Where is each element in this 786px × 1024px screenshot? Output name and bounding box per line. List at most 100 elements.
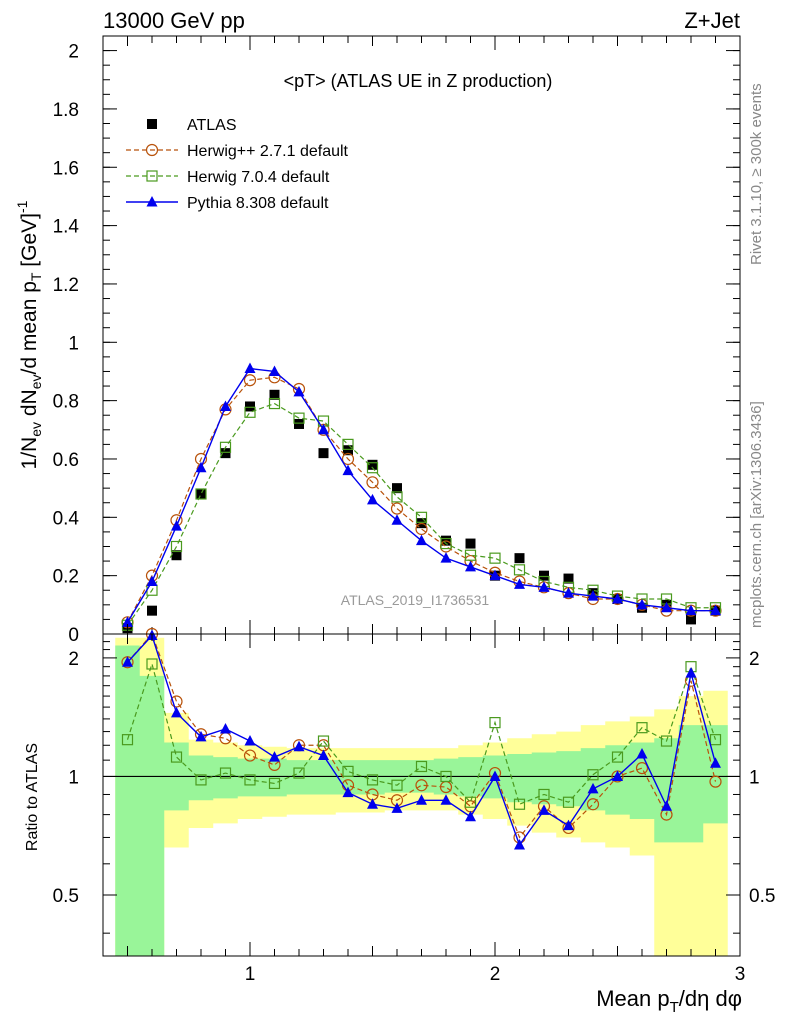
atlas-point [686,614,696,625]
atlas-point [294,418,304,429]
ratio-pythia-8-308-default-point [538,804,550,815]
pythia-8-308-default-point [416,534,427,546]
herwig-7-0-4-default-point [489,552,501,564]
herwig-7-0-4-default-point [342,438,354,450]
ratio-pythia-8-308-default-point [293,740,305,752]
atlas-point [392,483,402,494]
ratio-y-tick-label: 2 [68,649,79,670]
y-tick-label: 1.8 [53,100,79,121]
herwig-2-7-1-default-line [126,376,716,623]
pythia-8-308-default-point [710,604,721,616]
ratio-y-tick-label-right: 2 [749,649,760,670]
atlas-point [343,445,353,456]
ratio-herwig-7-0-4-default-point [611,751,624,763]
ratio-herwig-2-7-1-default-point [709,775,722,788]
ratio-herwig-7-0-4-default-point [219,767,232,779]
ratio-y-tick-label-right: 1 [749,767,760,788]
pythia-8-308-default-point [661,601,672,613]
ratio-pythia-8-308-default-point [244,735,256,746]
herwig-7-0-4-default-point [219,441,232,453]
y-tick-label: 2 [68,42,79,63]
pythia-8-308-default-point [367,493,378,505]
pythia-8-308-default-point [244,362,256,374]
herwig-2-7-1-default-point [415,522,428,536]
pythia-8-308-default-point [171,520,182,531]
pythia-8-308-default-point [465,560,476,572]
ratio-herwig-2-7-1-default-point [243,749,257,762]
ratio-herwig-7-0-4-default-point [538,788,550,801]
pythia-8-308-default-point [563,587,574,598]
legend-marker-herwig-7-0-4-default [146,170,158,182]
ratio-herwig-7-0-4-default-point [317,735,330,747]
ratio-pythia-8-308-default-point [514,838,525,850]
legend: ATLAS Herwig++ 2.7.1 default Herwig 7.0.4 … [126,117,349,212]
ratio-y-tick-label-right: 0.5 [749,886,775,907]
ratio-pythia-8-308-default-point [563,819,574,831]
pythia-8-308-default-point [489,569,501,581]
ratio-y-axis-label: Ratio to ATLAS [24,743,41,851]
ratio-herwig-7-0-4-default-point [636,722,648,734]
legend-label-herwig-2-7-1-default: Herwig++ 2.7.1 default [187,143,349,160]
ratio-band-stat-uncertainty [115,645,728,956]
legend-label-herwig-7-0-4-default: Herwig 7.0.4 default [187,169,330,186]
herwig-7-0-4-default-point [513,564,526,576]
pythia-8-308-default-point [391,514,403,525]
atlas-point [539,570,549,581]
x-tick-label: 3 [735,964,746,985]
atlas-point [147,605,157,616]
ratio-herwig-7-0-4-default-point [415,760,428,773]
herwig-7-0-4-default-point [464,549,477,561]
x-tick-label: 1 [245,964,256,985]
ratio-herwig-7-0-4-default-point [587,769,599,781]
ratio-herwig-2-7-1-default-point [219,732,232,745]
ratio-pythia-8-308-default-point [489,770,501,781]
y-tick-label: 1.2 [53,275,79,296]
pythia-8-308-default-point [612,592,623,604]
ratio-y-tick-label: 1 [68,767,79,788]
herwig-7-0-4-default-point [244,406,256,418]
herwig-2-7-1-default-point [243,374,257,387]
ratio-herwig-7-0-4-default-point [562,796,575,808]
chart-title: <pT> (ATLAS UE in Z production) [284,71,553,91]
ratio-herwig-7-0-4-default-point [391,779,403,791]
ratio-pythia-8-308-default-point [391,802,403,813]
ratio-plot-axes: 0.5 0.5 1 1 2 2 1 2 3 [53,634,775,985]
atlas-point [220,448,231,459]
ratio-pythia-8-308-default-point [220,722,231,734]
ratio-pythia-8-308-default-point [587,782,599,794]
ratio-pythia-8-308-default-point [171,706,182,718]
herwig-2-7-1-default-point [366,476,379,489]
atlas-point [367,459,378,470]
ratio-herwig-7-0-4-default-point [244,774,256,786]
main-plot-axes: 0 0.2 0.4 0.6 0.8 1 1.2 1.4 1.6 1.8 2 [53,36,741,646]
ratio-herwig-2-7-1-default-point [415,779,428,792]
herwig-7-0-4-default-point [293,412,305,424]
ratio-herwig-7-0-4-default-point [170,751,183,763]
main-y-axis-label: 1/Nev dNev/d mean pT [GeV]-1 [14,200,44,469]
legend-label-atlas: ATLAS [187,117,237,134]
ratio-pythia-8-308-default-point [636,748,648,759]
analysis-watermark: ATLAS_2019_I1736531 [341,592,490,608]
main-plot-marks [121,362,722,634]
ratio-pythia-8-308-default-point [685,667,697,678]
ratio-herwig-2-7-1-default-point [635,762,649,775]
ratio-pythia-8-308-default-point [612,770,623,781]
herwig-7-0-4-default-point [366,462,379,474]
y-tick-label: 0.4 [53,508,80,529]
pythia-8-308-default-point [122,616,133,627]
herwig-7-0-4-default-point [170,540,183,553]
process-label: Z+Jet [684,8,740,33]
pythia-8-308-default-point [587,590,599,601]
ratio-herwig-7-0-4-default-point [440,770,452,783]
atlas-point [171,550,182,561]
ratio-herwig-7-0-4-default-point [513,798,526,810]
ratio-herwig-7-0-4-default-point [342,765,354,777]
y-tick-label: 0.6 [53,450,79,471]
ratio-herwig-7-0-4-default-point [366,774,379,786]
herwig-7-0-4-default-point [391,491,403,503]
pythia-8-308-default-point [685,604,697,616]
y-tick-label: 1.4 [53,217,80,238]
y-tick-label: 0 [68,625,79,646]
ratio-y-tick-label: 0.5 [53,886,79,907]
